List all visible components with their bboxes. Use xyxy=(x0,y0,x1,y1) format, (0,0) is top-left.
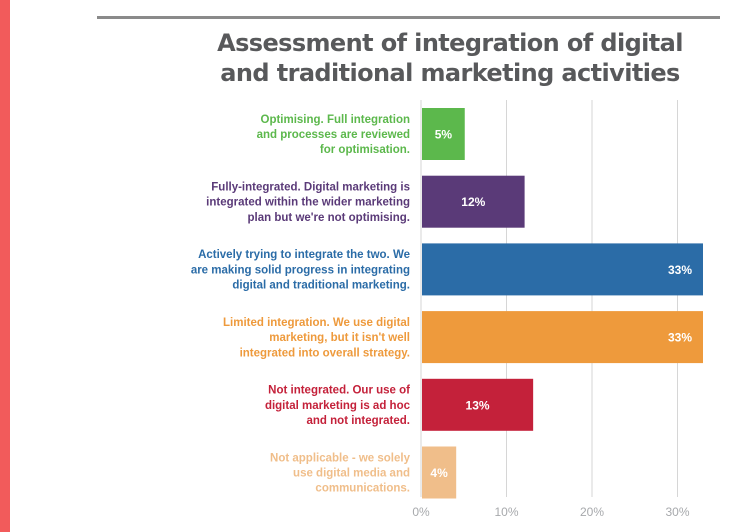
bar-value-label-4: 13% xyxy=(466,398,490,412)
category-label-0-line-1: and processes are reviewed xyxy=(257,129,410,141)
bar-1 xyxy=(422,175,525,228)
category-label-5-line-0: Not applicable - we solely xyxy=(270,452,411,464)
category-label-2-line-2: digital and traditional marketing. xyxy=(232,280,410,292)
category-label-1-line-2: plan but we're not optimising. xyxy=(248,212,410,224)
x-tick-label-1: 10% xyxy=(494,505,518,519)
category-label-3-line-0: Limited integration. We use digital xyxy=(223,317,410,329)
bar-0 xyxy=(422,108,465,160)
category-label-4-line-1: digital marketing is ad hoc xyxy=(265,400,411,412)
x-tick-label-0: 0% xyxy=(412,505,430,519)
category-label-3-line-2: integrated into overall strategy. xyxy=(240,347,410,359)
category-label-2-line-1: are making solid progress in integrating xyxy=(191,264,410,276)
chart-title: Assessment of integration of digital and… xyxy=(190,28,710,88)
category-label-1-line-1: integrated within the wider marketing xyxy=(206,197,410,209)
accent-strip xyxy=(0,0,10,532)
top-divider xyxy=(97,16,720,19)
bar-value-label-3: 33% xyxy=(668,331,692,345)
bar-2 xyxy=(422,243,703,296)
x-tick-label-2: 20% xyxy=(580,505,604,519)
category-label-4-line-2: and not integrated. xyxy=(307,415,411,427)
chart-title-line-1: Assessment of integration of digital xyxy=(217,29,683,57)
bar-5 xyxy=(422,446,457,499)
bar-value-label-5: 4% xyxy=(430,466,448,480)
bar-value-label-1: 12% xyxy=(461,195,485,209)
category-label-5-line-1: use digital media and xyxy=(293,468,410,480)
category-label-3-line-1: marketing, but it isn't well xyxy=(269,332,410,344)
category-label-5-line-2: communications. xyxy=(315,483,410,495)
bar-value-label-0: 5% xyxy=(435,128,453,142)
bar-value-label-2: 33% xyxy=(668,263,692,277)
category-label-2-line-0: Actively trying to integrate the two. We xyxy=(198,249,410,261)
category-label-1-line-0: Fully-integrated. Digital marketing is xyxy=(211,182,410,194)
category-label-4-line-0: Not integrated. Our use of xyxy=(268,385,410,397)
category-label-0-line-0: Optimising. Full integration xyxy=(261,114,411,126)
x-tick-label-3: 30% xyxy=(665,505,689,519)
bar-4 xyxy=(422,378,534,431)
category-label-0-line-2: for optimisation. xyxy=(320,144,410,156)
bar-3 xyxy=(422,311,703,364)
chart-title-line-2: and traditional marketing activities xyxy=(220,59,680,87)
